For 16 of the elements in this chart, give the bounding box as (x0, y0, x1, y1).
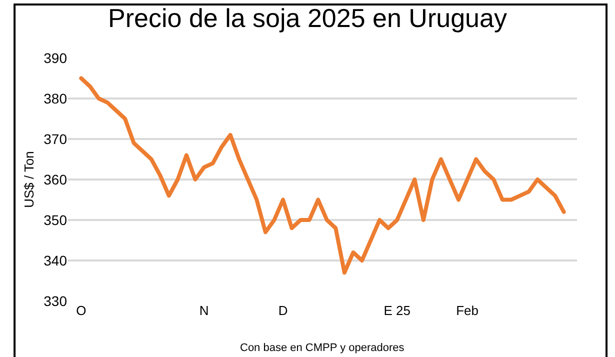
chart-title: Precio de la soja 2025 en Uruguay (108, 3, 507, 34)
x-tick-label: O (76, 303, 86, 318)
y-tick-label: 380 (44, 90, 68, 106)
y-tick-label: 340 (44, 252, 68, 268)
y-tick-label: 370 (44, 130, 68, 147)
y-tick-label: 330 (44, 292, 68, 309)
x-tick-label: E 25 (384, 303, 410, 318)
x-tick-label: D (278, 303, 288, 318)
y-tick-label: 390 (44, 50, 68, 66)
text: Con base en CMPP y operadores (240, 342, 405, 354)
y-tick-label: 360 (44, 171, 68, 188)
line-series (79, 76, 566, 275)
y-axis-title: US$ / Ton (22, 151, 37, 208)
x-tick-label: N (199, 303, 209, 318)
x-tick-label: Feb (456, 303, 479, 318)
y-tick-label: 350 (44, 212, 68, 228)
